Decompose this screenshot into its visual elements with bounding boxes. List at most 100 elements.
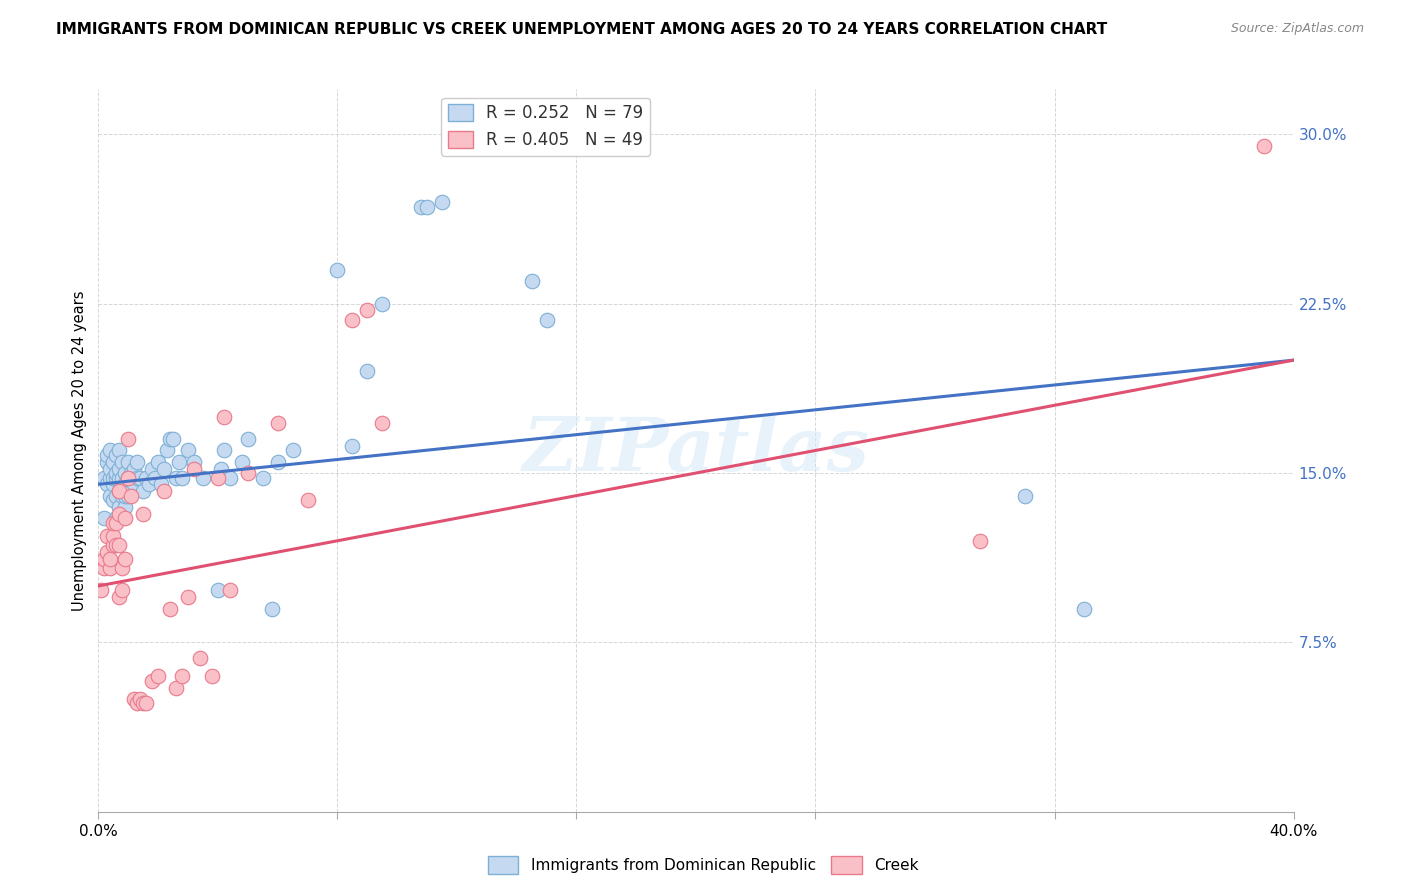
Point xyxy=(120,466,142,480)
Point xyxy=(108,484,131,499)
Legend: R = 0.252   N = 79, R = 0.405   N = 49: R = 0.252 N = 79, R = 0.405 N = 49 xyxy=(441,97,650,155)
Point xyxy=(111,583,134,598)
Point xyxy=(114,477,136,491)
Point xyxy=(111,511,134,525)
Point xyxy=(267,455,290,469)
Point xyxy=(141,461,163,475)
Point xyxy=(124,691,146,706)
Point xyxy=(103,470,125,484)
Point xyxy=(236,432,259,446)
Point xyxy=(98,561,122,575)
Point xyxy=(207,470,229,484)
Point xyxy=(105,516,128,530)
Point xyxy=(120,489,142,503)
Point xyxy=(108,443,131,458)
Point xyxy=(103,455,125,469)
Point xyxy=(342,439,364,453)
Point xyxy=(108,538,131,552)
Point xyxy=(124,461,146,475)
Point xyxy=(127,470,149,484)
Point xyxy=(90,583,112,598)
Point xyxy=(135,470,157,484)
Point xyxy=(108,591,131,605)
Point xyxy=(98,461,122,475)
Point xyxy=(1073,601,1095,615)
Point xyxy=(371,296,394,310)
Point xyxy=(183,461,205,475)
Point xyxy=(165,681,187,695)
Point xyxy=(297,493,319,508)
Point xyxy=(111,455,134,469)
Point xyxy=(143,470,166,484)
Point xyxy=(411,200,433,214)
Text: IMMIGRANTS FROM DOMINICAN REPUBLIC VS CREEK UNEMPLOYMENT AMONG AGES 20 TO 24 YEA: IMMIGRANTS FROM DOMINICAN REPUBLIC VS CR… xyxy=(56,22,1108,37)
Point xyxy=(105,448,128,462)
Point xyxy=(90,557,112,571)
Point xyxy=(117,455,139,469)
Point xyxy=(153,461,176,475)
Point xyxy=(191,470,214,484)
Point xyxy=(105,470,128,484)
Point xyxy=(281,443,304,458)
Point xyxy=(371,417,394,431)
Point xyxy=(260,601,283,615)
Point xyxy=(117,489,139,503)
Point xyxy=(207,583,229,598)
Point xyxy=(96,545,118,559)
Point xyxy=(129,470,152,484)
Point xyxy=(342,312,364,326)
Point xyxy=(111,470,134,484)
Point xyxy=(236,466,259,480)
Point xyxy=(96,448,118,462)
Point xyxy=(127,696,149,710)
Point xyxy=(129,691,152,706)
Point xyxy=(93,551,115,566)
Point xyxy=(132,696,155,710)
Point xyxy=(124,477,146,491)
Point xyxy=(117,432,139,446)
Point xyxy=(172,470,194,484)
Point xyxy=(103,477,125,491)
Point xyxy=(326,262,349,277)
Point xyxy=(1014,489,1036,503)
Point xyxy=(219,470,242,484)
Point xyxy=(135,696,157,710)
Point xyxy=(108,500,131,514)
Point xyxy=(252,470,274,484)
Point xyxy=(96,455,118,469)
Point xyxy=(105,466,128,480)
Point xyxy=(132,484,155,499)
Point xyxy=(108,470,131,484)
Point xyxy=(96,529,118,543)
Point xyxy=(165,470,187,484)
Point xyxy=(430,195,453,210)
Point xyxy=(98,470,122,484)
Point xyxy=(188,651,211,665)
Point xyxy=(1253,138,1275,153)
Point xyxy=(117,470,139,484)
Point xyxy=(114,511,136,525)
Point xyxy=(148,455,170,469)
Point xyxy=(103,516,125,530)
Point xyxy=(105,511,128,525)
Point xyxy=(172,669,194,683)
Point xyxy=(212,409,235,424)
Text: ZIPatlas: ZIPatlas xyxy=(523,414,869,487)
Point xyxy=(103,538,125,552)
Point xyxy=(105,538,128,552)
Point xyxy=(212,443,235,458)
Point xyxy=(356,303,378,318)
Point xyxy=(98,443,122,458)
Point xyxy=(177,591,200,605)
Point xyxy=(120,484,142,499)
Y-axis label: Unemployment Among Ages 20 to 24 years: Unemployment Among Ages 20 to 24 years xyxy=(72,290,87,611)
Point xyxy=(111,489,134,503)
Point xyxy=(111,561,134,575)
Point xyxy=(98,551,122,566)
Point xyxy=(108,484,131,499)
Point xyxy=(156,443,179,458)
Point xyxy=(103,529,125,543)
Point xyxy=(201,669,224,683)
Point xyxy=(267,417,290,431)
Point xyxy=(148,669,170,683)
